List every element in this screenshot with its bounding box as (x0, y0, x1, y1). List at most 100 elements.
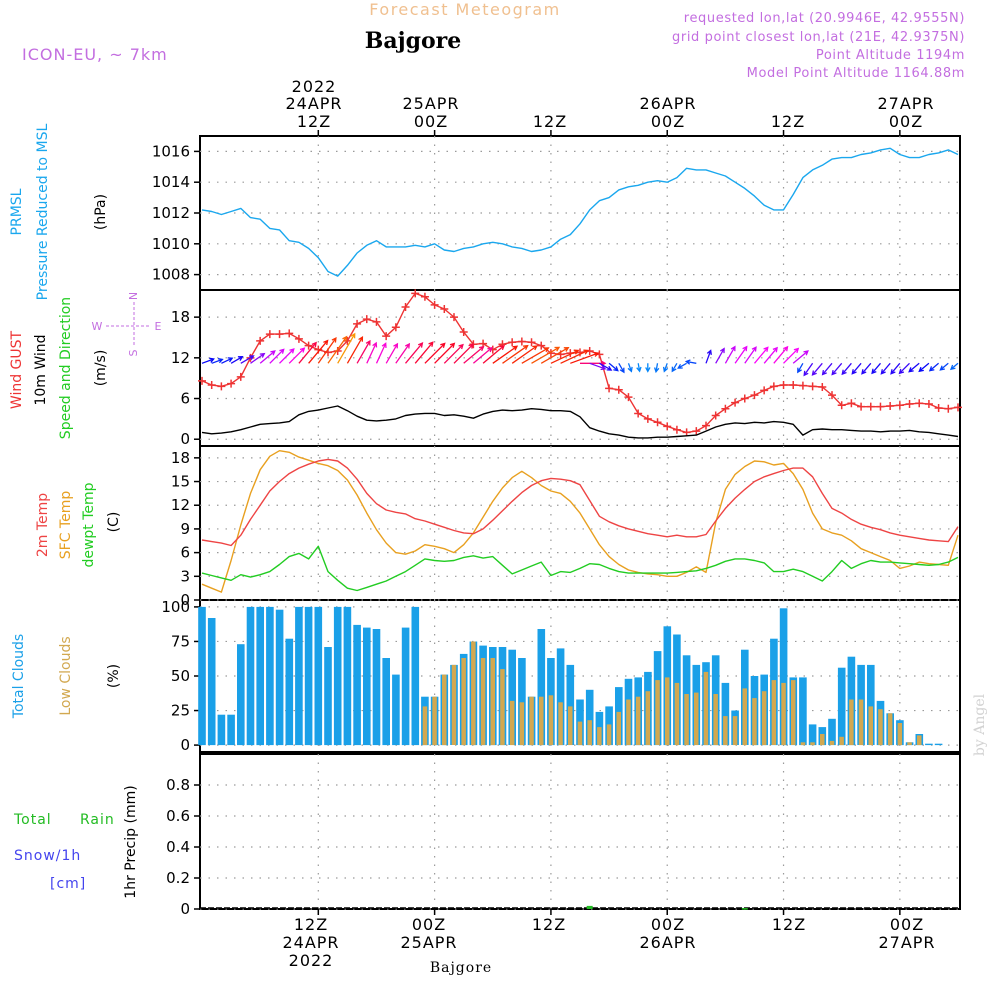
gust-marker (653, 418, 662, 427)
rain-bar (741, 908, 748, 910)
compass-rose-icon: N S W E (92, 292, 162, 357)
top-time-label: 12Z (297, 112, 331, 131)
wind-direction-arrow (890, 362, 901, 375)
wind-direction-arrow (636, 363, 642, 373)
clouds-label-low: Low Clouds (58, 636, 74, 715)
wind-direction-arrow (240, 355, 255, 364)
total-clouds-bar (275, 609, 284, 746)
wind-direction-arrow (792, 350, 809, 364)
y-tick-label: 1012 (152, 204, 190, 222)
top-date-label: 26APR (639, 94, 696, 113)
wind-direction-arrow (434, 342, 456, 364)
gust-marker (207, 380, 216, 389)
wind-direction-arrow (831, 362, 843, 376)
gust-marker (401, 302, 410, 311)
low-clouds-bar (548, 695, 554, 745)
total-clouds-bar (934, 743, 943, 746)
wind-direction-arrow (744, 346, 757, 364)
wind-direction-arrow (618, 362, 625, 374)
gust-marker (382, 332, 391, 341)
wind-direction-arrow (221, 357, 234, 364)
y-tick-label: 0 (180, 591, 190, 609)
wind-direction-arrow (230, 356, 244, 364)
low-clouds-bar (878, 709, 883, 746)
y-tick-label: 3 (180, 567, 190, 585)
total-clouds-bar (256, 606, 264, 746)
bottom-date-label: 24APR (282, 933, 339, 952)
low-clouds-bar (839, 736, 844, 746)
gust-marker (430, 300, 439, 309)
gust-marker (275, 330, 284, 339)
sfc-temp-line (201, 450, 959, 593)
bottom-time-axis: 12Z 24APR 2022 00Z 25APR 12Z 00Z 26APR 1… (282, 915, 934, 970)
gust-marker (614, 385, 623, 394)
y-tick-label: 0 (180, 736, 190, 754)
y-tick-label: 1014 (152, 173, 190, 191)
pressure-line (201, 147, 959, 277)
bottom-time-label: 12Z (294, 915, 328, 934)
top-date-label: 25APR (402, 94, 459, 113)
top-date-label: 24APR (285, 94, 342, 113)
y-tick-label: 0.2 (166, 869, 190, 887)
wind-direction-arrow (949, 362, 959, 371)
gust-marker (721, 404, 730, 413)
low-clouds-bar (907, 742, 912, 746)
temp-label-dewpt: dewpt Temp (81, 482, 97, 567)
temp-unit: (C) (106, 512, 122, 533)
wind-direction-arrow (662, 363, 669, 373)
gust-marker (934, 404, 943, 413)
gust-marker (236, 372, 245, 381)
gust-marker (624, 393, 633, 402)
gust-marker (818, 382, 827, 391)
total-clouds-bar (392, 674, 400, 746)
wind-direction-arrow (395, 342, 411, 364)
low-clouds-bar (703, 671, 709, 746)
low-clouds-bar (490, 658, 495, 746)
bottom-time-label: 12Z (532, 915, 566, 934)
gust-marker (750, 391, 759, 400)
low-clouds-bar (713, 694, 718, 746)
y-tick-label: 6 (180, 544, 190, 562)
gust-marker (798, 381, 807, 390)
gust-marker (527, 338, 536, 347)
total-clouds-bar (227, 714, 235, 746)
wind-direction-arrow (589, 362, 607, 371)
watermark: by Angel (972, 693, 988, 756)
wind-direction-arrow (337, 332, 356, 364)
gust-marker (198, 376, 206, 385)
wind-direction-arrow (550, 349, 580, 364)
bottom-time-label: 00Z (412, 915, 446, 934)
chart-marks (198, 147, 962, 910)
wind-panel-frame (199, 289, 961, 447)
gust-marker (605, 384, 614, 393)
low-clouds-bar (761, 691, 767, 746)
wind-label-direction: Speed and Direction (58, 297, 74, 439)
y-tick-label: 18 (171, 449, 190, 467)
low-clouds-bar (539, 696, 544, 746)
total-clouds-bar (304, 606, 313, 746)
gust-marker (837, 401, 846, 410)
total-clouds-bar (808, 724, 817, 746)
gust-marker (304, 341, 313, 350)
low-clouds-bar (742, 688, 747, 746)
low-clouds-bar (422, 706, 428, 746)
pressure-label-msl: Pressure Reduced to MSL (35, 123, 51, 300)
wind-direction-arrow (269, 348, 285, 364)
gust-marker (450, 313, 458, 322)
gust-marker (731, 398, 740, 407)
low-clouds-bar (829, 740, 835, 745)
wind-direction-arrow (898, 362, 910, 375)
low-clouds-bar (509, 700, 515, 746)
gust-marker (643, 414, 652, 423)
total-clouds-bar (285, 638, 294, 746)
top-time-label: 00Z (889, 112, 923, 131)
gust-marker (634, 409, 643, 418)
wind-direction-arrow (540, 347, 570, 364)
gust-marker (808, 382, 817, 391)
wind-direction-arrow (653, 363, 660, 374)
bottom-date-label: 26APR (639, 933, 696, 952)
axis-ticks: 1008101010121014101606121803691215180255… (152, 130, 901, 918)
low-clouds-bar (577, 721, 583, 746)
gust-marker (857, 402, 866, 411)
wind-direction-arrow (453, 343, 474, 364)
